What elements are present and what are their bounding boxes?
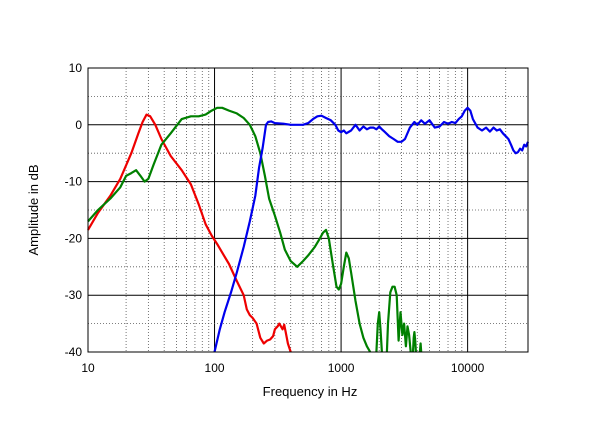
midrange-tail-segment <box>411 331 417 353</box>
y-tick-label: -20 <box>65 231 83 245</box>
y-tick-label: 0 <box>75 118 82 132</box>
y-tick-label: -30 <box>65 288 83 302</box>
x-axis-label: Frequency in Hz <box>263 384 358 399</box>
plot-frame <box>87 67 529 353</box>
midrange-tail-segment <box>418 342 423 353</box>
y-tick-label: 10 <box>69 61 83 75</box>
y-axis-label: Amplitude in dB <box>26 164 41 255</box>
x-tick-labels: 10 100 1000 10000 <box>81 361 484 375</box>
midrange-curve <box>87 106 372 353</box>
y-tick-label: -10 <box>65 175 83 189</box>
x-tick-label: 10000 <box>451 361 485 375</box>
tweeter-curve <box>213 106 530 353</box>
midrange-tail-segment <box>375 311 383 353</box>
x-tick-label: 1000 <box>328 361 355 375</box>
series-lines <box>87 106 530 353</box>
midrange-tail-segment <box>385 285 412 353</box>
woofer-curve <box>87 113 292 353</box>
x-tick-label: 100 <box>205 361 225 375</box>
grid <box>88 68 528 352</box>
x-tick-label: 10 <box>81 361 95 375</box>
y-tick-label: -40 <box>65 345 83 359</box>
y-tick-labels: 10 0 -10 -20 -30 -40 <box>65 61 83 359</box>
